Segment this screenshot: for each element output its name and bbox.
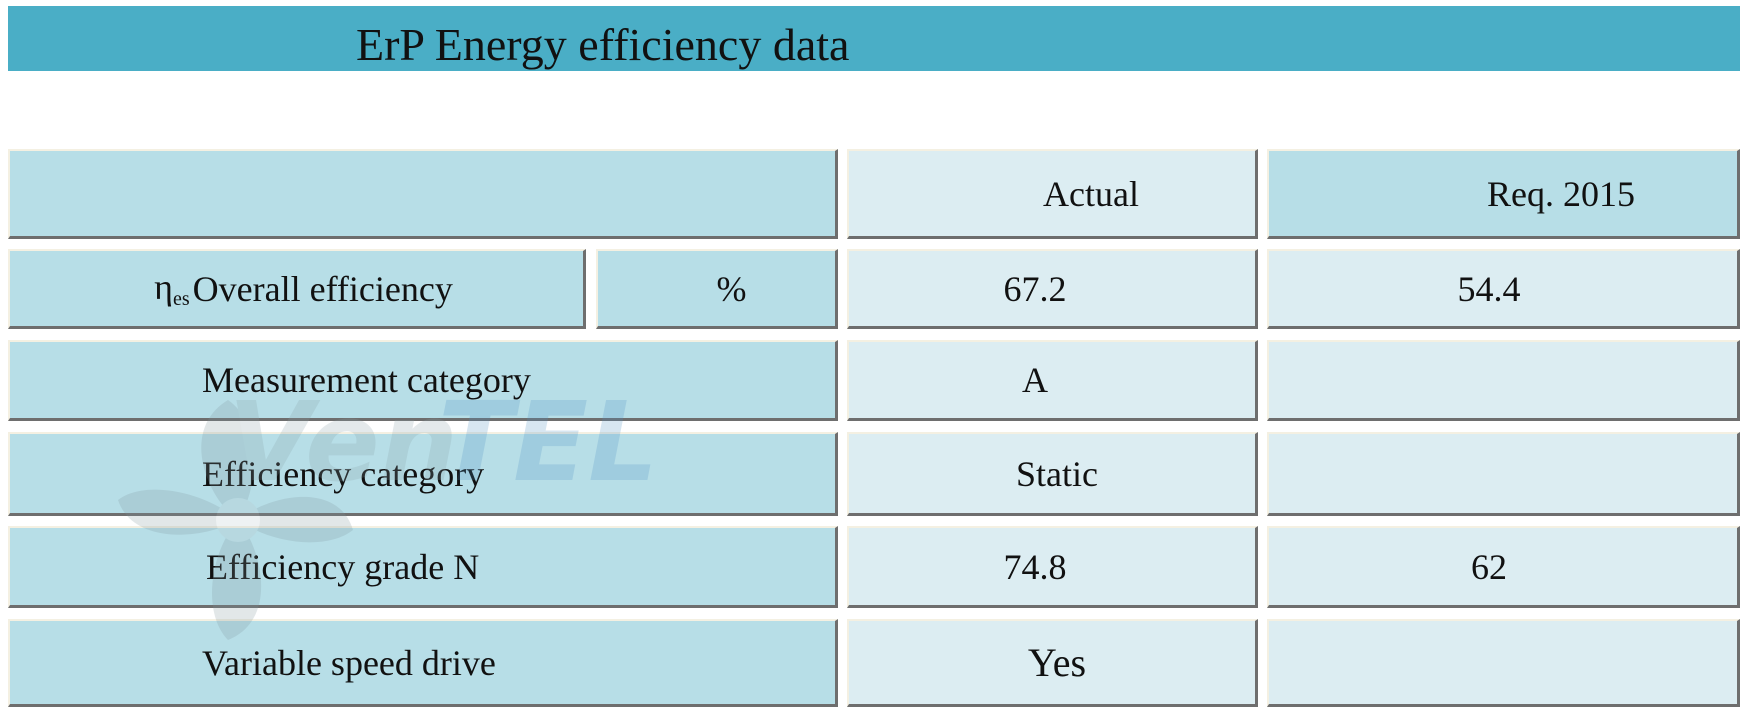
row-measurement-category-req-cell [1267,340,1740,421]
row-measurement-category-actual-cell: A [847,340,1258,421]
row-efficiency-grade-req-cell: 62 [1267,526,1740,608]
row-efficiency-grade-label-cell: Efficiency grade N [8,526,838,608]
row-efficiency-grade-actual-cell: 74.8 [847,526,1258,608]
row-label: Variable speed drive [202,642,496,683]
row-label: Measurement category [202,360,531,400]
page-title: ErP Energy efficiency data [356,19,850,70]
row-label: Efficiency grade N [206,546,480,587]
actual-value: Static [1016,453,1098,494]
row-variable-speed-drive-label-cell: Variable speed drive [8,619,838,707]
row-variable-speed-drive-actual-cell: Yes [847,619,1258,707]
row-efficiency-category-label-cell: Efficiency category [8,432,838,516]
header-req-cell: Req. 2015 [1267,149,1740,239]
row-efficiency-category-req-cell [1267,432,1740,516]
row-efficiency-category-actual-cell: Static [847,432,1258,516]
row-overall-efficiency-req-cell: 54.4 [1267,249,1740,329]
row-label: Efficiency category [202,453,485,494]
header-actual-cell: Actual [847,149,1258,239]
row-overall-efficiency-label-cell: ηes Overall efficiency [8,249,586,329]
row-variable-speed-drive-req-cell [1267,619,1740,707]
row-overall-efficiency-unit-cell: % [596,249,838,329]
header-blank-cell [8,149,838,239]
unit-label: % [716,268,747,309]
eta-symbol: ηes [154,267,190,310]
row-label: Overall efficiency [192,268,453,309]
header-actual-label: Actual [1043,173,1139,214]
header-req-label: Req. 2015 [1487,173,1635,214]
actual-value: 67.2 [1003,268,1067,309]
row-overall-efficiency-actual-cell: 67.2 [847,249,1258,329]
req-value: 54.4 [1457,268,1521,309]
row-measurement-category-label-cell: Measurement category [8,340,838,421]
actual-value: Yes [1027,640,1087,685]
actual-value: 74.8 [1003,546,1067,587]
req-value: 62 [1471,546,1507,587]
title-bar: ErP Energy efficiency data [8,6,1740,71]
actual-value: A [1022,360,1048,400]
